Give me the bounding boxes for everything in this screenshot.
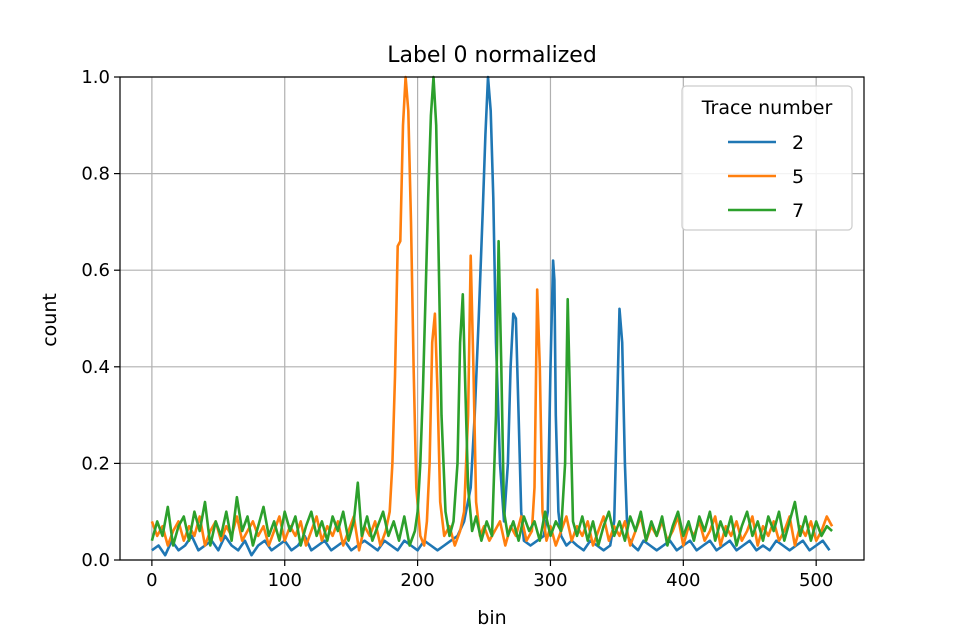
- series-line-5: [150, 75, 834, 552]
- x-axis-label: bin: [477, 607, 506, 629]
- x-tick-label: 500: [799, 570, 833, 591]
- y-tick-label: 0.2: [81, 453, 110, 474]
- x-tick-label: 100: [268, 570, 302, 591]
- y-axis-label: count: [39, 293, 61, 347]
- series-lines: [150, 75, 834, 557]
- y-tick-label: 0.8: [81, 164, 110, 185]
- legend: Trace number 2 5 7: [681, 85, 853, 231]
- y-tick-label: 1.0: [81, 67, 110, 88]
- y-tick-label: 0.4: [81, 357, 110, 378]
- x-tick-label: 0: [146, 570, 157, 591]
- legend-label-7: 7: [792, 200, 804, 222]
- x-tick-label: 400: [666, 570, 700, 591]
- legend-title: Trace number: [701, 97, 833, 119]
- y-tick-label: 0.0: [81, 550, 110, 571]
- legend-label-2: 2: [792, 132, 804, 154]
- series-line-7: [150, 75, 833, 547]
- legend-box: [681, 85, 853, 231]
- legend-label-5: 5: [792, 166, 804, 188]
- x-tick-label: 300: [533, 570, 567, 591]
- plot-frame: [119, 76, 865, 561]
- x-axis-ticks: 0 100 200 300 400 500: [146, 560, 833, 591]
- legend-entries: 2 5 7: [728, 132, 804, 222]
- y-tick-label: 0.6: [81, 260, 110, 281]
- y-axis-ticks: 0.0 0.2 0.4 0.6 0.8 1.0: [81, 67, 120, 571]
- chart-title: Label 0 normalized: [387, 43, 597, 68]
- x-tick-label: 200: [400, 570, 434, 591]
